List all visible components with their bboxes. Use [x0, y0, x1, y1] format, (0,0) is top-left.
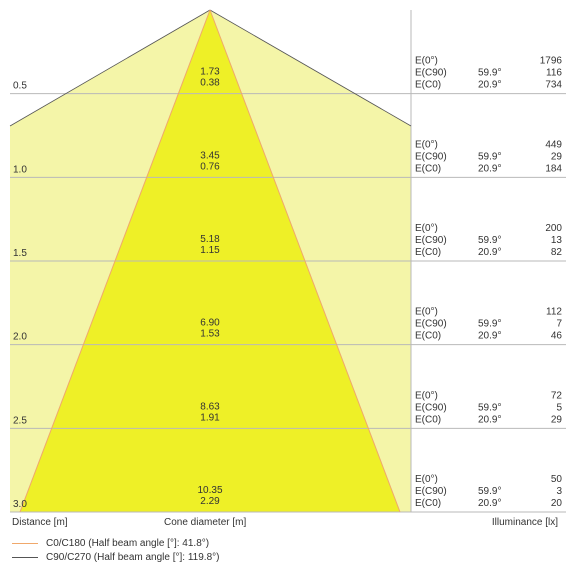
illuminance-ec90: 13 [551, 235, 563, 246]
cone-diameter-c0: 1.53 [200, 329, 220, 340]
cone-diameter-label: Cone diameter [m] [164, 517, 247, 528]
cone-diameter-c0: 0.76 [200, 161, 220, 172]
c0-edge-left [19, 9, 211, 513]
row-label-ec0: E(C0) [415, 331, 441, 342]
row-label-ec90: E(C90) [415, 319, 447, 330]
legend-label-c0: C0/C180 (Half beam angle [°]: 41.8°) [46, 538, 210, 549]
row-label-ec90: E(C90) [415, 151, 447, 162]
illuminance-e0: 1796 [540, 56, 563, 67]
distance-label: 0.5 [13, 81, 27, 92]
illuminance-ec0: 734 [545, 80, 562, 91]
cone-diameter-c90: 5.18 [200, 234, 220, 245]
illuminance-e0: 72 [551, 390, 563, 401]
illuminance-ec0: 20 [551, 498, 563, 509]
row-label-e0: E(0°) [415, 474, 438, 485]
illuminance-e0: 200 [545, 223, 562, 234]
cone-diameter-c90: 8.63 [200, 401, 220, 412]
illuminance-ec0: 29 [551, 414, 563, 425]
row-label-ec0: E(C0) [415, 247, 441, 258]
cone-diameter-c0: 1.15 [200, 245, 220, 256]
angle-c90: 59.9° [478, 402, 501, 413]
c0-edge-right [209, 9, 401, 513]
illuminance-e0: 449 [545, 139, 562, 150]
row-label-ec90: E(C90) [415, 402, 447, 413]
angle-c0: 20.9° [478, 163, 501, 174]
legend-line-c90 [12, 557, 38, 558]
angle-c0: 20.9° [478, 331, 501, 342]
row-label-e0: E(0°) [415, 139, 438, 150]
angle-c90: 59.9° [478, 486, 501, 497]
cone-diameter-c0: 1.91 [200, 412, 220, 423]
row-label-ec90: E(C90) [415, 68, 447, 79]
cone-diameter-c90: 1.73 [200, 67, 220, 78]
angle-c0: 20.9° [478, 498, 501, 509]
cone-diameter-c0: 0.38 [200, 78, 220, 89]
c90-edge-left [9, 9, 211, 127]
distance-label: 1.5 [13, 248, 27, 259]
cone-diameter-c90: 3.45 [200, 150, 220, 161]
row-label-ec0: E(C0) [415, 163, 441, 174]
angle-c0: 20.9° [478, 247, 501, 258]
angle-c90: 59.9° [478, 235, 501, 246]
angle-c90: 59.9° [478, 68, 501, 79]
legend-label-c90: C90/C270 (Half beam angle [°]: 119.8°) [46, 552, 220, 563]
illuminance-ec0: 82 [551, 247, 563, 258]
illuminance-e0: 50 [551, 474, 563, 485]
illuminance-ec90: 29 [551, 151, 563, 162]
illuminance-ec90: 3 [556, 486, 562, 497]
illuminance-label: Illuminance [lx] [491, 517, 558, 528]
row-label-e0: E(0°) [415, 56, 438, 67]
legend-item-c0: C0/C180 (Half beam angle [°]: 41.8°) [12, 538, 209, 549]
angle-c90: 59.9° [478, 319, 501, 330]
distance-label: 2.0 [13, 332, 27, 343]
row-label-ec0: E(C0) [415, 414, 441, 425]
distance-label: 1.0 [13, 164, 27, 175]
cone-diameter-c0: 2.29 [200, 496, 220, 507]
cone-diameter-c90: 6.90 [200, 318, 220, 329]
c90-edge-right [209, 9, 412, 127]
illuminance-ec0: 46 [551, 331, 563, 342]
illuminance-e0: 112 [546, 307, 562, 318]
cone-diagram: 0.51.730.38E(0°)E(C90)E(C0)59.9°20.9°179… [9, 9, 566, 513]
row-label-ec0: E(C0) [415, 80, 441, 91]
legend-item-c90: C90/C270 (Half beam angle [°]: 119.8°) [12, 552, 219, 563]
row-label-ec0: E(C0) [415, 498, 441, 509]
row-label-e0: E(0°) [415, 223, 438, 234]
distance-label: 3.0 [13, 499, 27, 510]
illuminance-ec90: 5 [556, 402, 562, 413]
row-label-ec90: E(C90) [415, 486, 447, 497]
row-label-e0: E(0°) [415, 390, 438, 401]
x-axis-label: Distance [m] [12, 517, 68, 528]
row-label-e0: E(0°) [415, 307, 438, 318]
angle-c0: 20.9° [478, 80, 501, 91]
cone-diameter-c90: 10.35 [197, 485, 222, 496]
illuminance-ec0: 184 [545, 163, 562, 174]
illuminance-ec90: 7 [556, 319, 562, 330]
angle-c0: 20.9° [478, 414, 501, 425]
legend-line-c0 [12, 543, 38, 544]
distance-label: 2.5 [13, 415, 27, 426]
angle-c90: 59.9° [478, 151, 501, 162]
illuminance-ec90: 116 [546, 68, 562, 79]
row-label-ec90: E(C90) [415, 235, 447, 246]
